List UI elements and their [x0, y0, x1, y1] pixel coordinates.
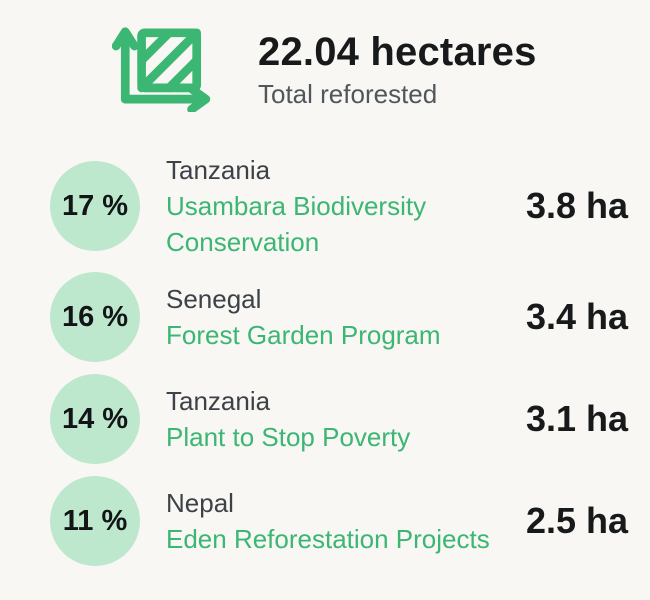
project-row: 11 % Nepal Eden Reforestation Projects 2…	[0, 476, 650, 566]
area-value: 3.1 ha	[526, 398, 629, 439]
project-list: 17 % Tanzania Usambara Biodiversity Cons…	[0, 152, 650, 566]
project-row: 17 % Tanzania Usambara Biodiversity Cons…	[0, 152, 650, 260]
project-link[interactable]: Plant to Stop Poverty	[166, 422, 411, 452]
total-reforested-header: 22.04 hectares Total reforested	[0, 0, 650, 112]
area-value: 3.4 ha	[526, 296, 629, 337]
project-link[interactable]: Forest Garden Program	[166, 320, 441, 350]
project-info: Tanzania Usambara Biodiversity Conservat…	[166, 152, 526, 260]
project-info: Tanzania Plant to Stop Poverty	[166, 383, 526, 455]
percent-badge: 11 %	[50, 476, 140, 566]
project-link[interactable]: Eden Reforestation Projects	[166, 524, 490, 554]
percent-badge: 16 %	[50, 272, 140, 362]
country-label: Senegal	[166, 284, 262, 314]
project-info: Nepal Eden Reforestation Projects	[166, 485, 526, 557]
header-text: 22.04 hectares Total reforested	[258, 30, 537, 109]
country-label: Tanzania	[166, 386, 271, 416]
country-label: Nepal	[166, 488, 234, 518]
area-value: 3.8 ha	[526, 185, 629, 226]
percent-badge: 14 %	[50, 374, 140, 464]
area-value: 2.5 ha	[526, 500, 629, 541]
project-row: 14 % Tanzania Plant to Stop Poverty 3.1 …	[0, 374, 650, 464]
percent-badge: 17 %	[50, 161, 140, 251]
total-hectares-value: 22.04 hectares	[258, 29, 537, 74]
project-link[interactable]: Usambara Biodiversity Conservation	[166, 191, 427, 257]
project-info: Senegal Forest Garden Program	[166, 281, 526, 353]
country-label: Tanzania	[166, 155, 271, 185]
project-row: 16 % Senegal Forest Garden Program 3.4 h…	[0, 272, 650, 362]
area-measure-icon	[112, 27, 211, 112]
total-reforested-label: Total reforested	[258, 78, 438, 109]
